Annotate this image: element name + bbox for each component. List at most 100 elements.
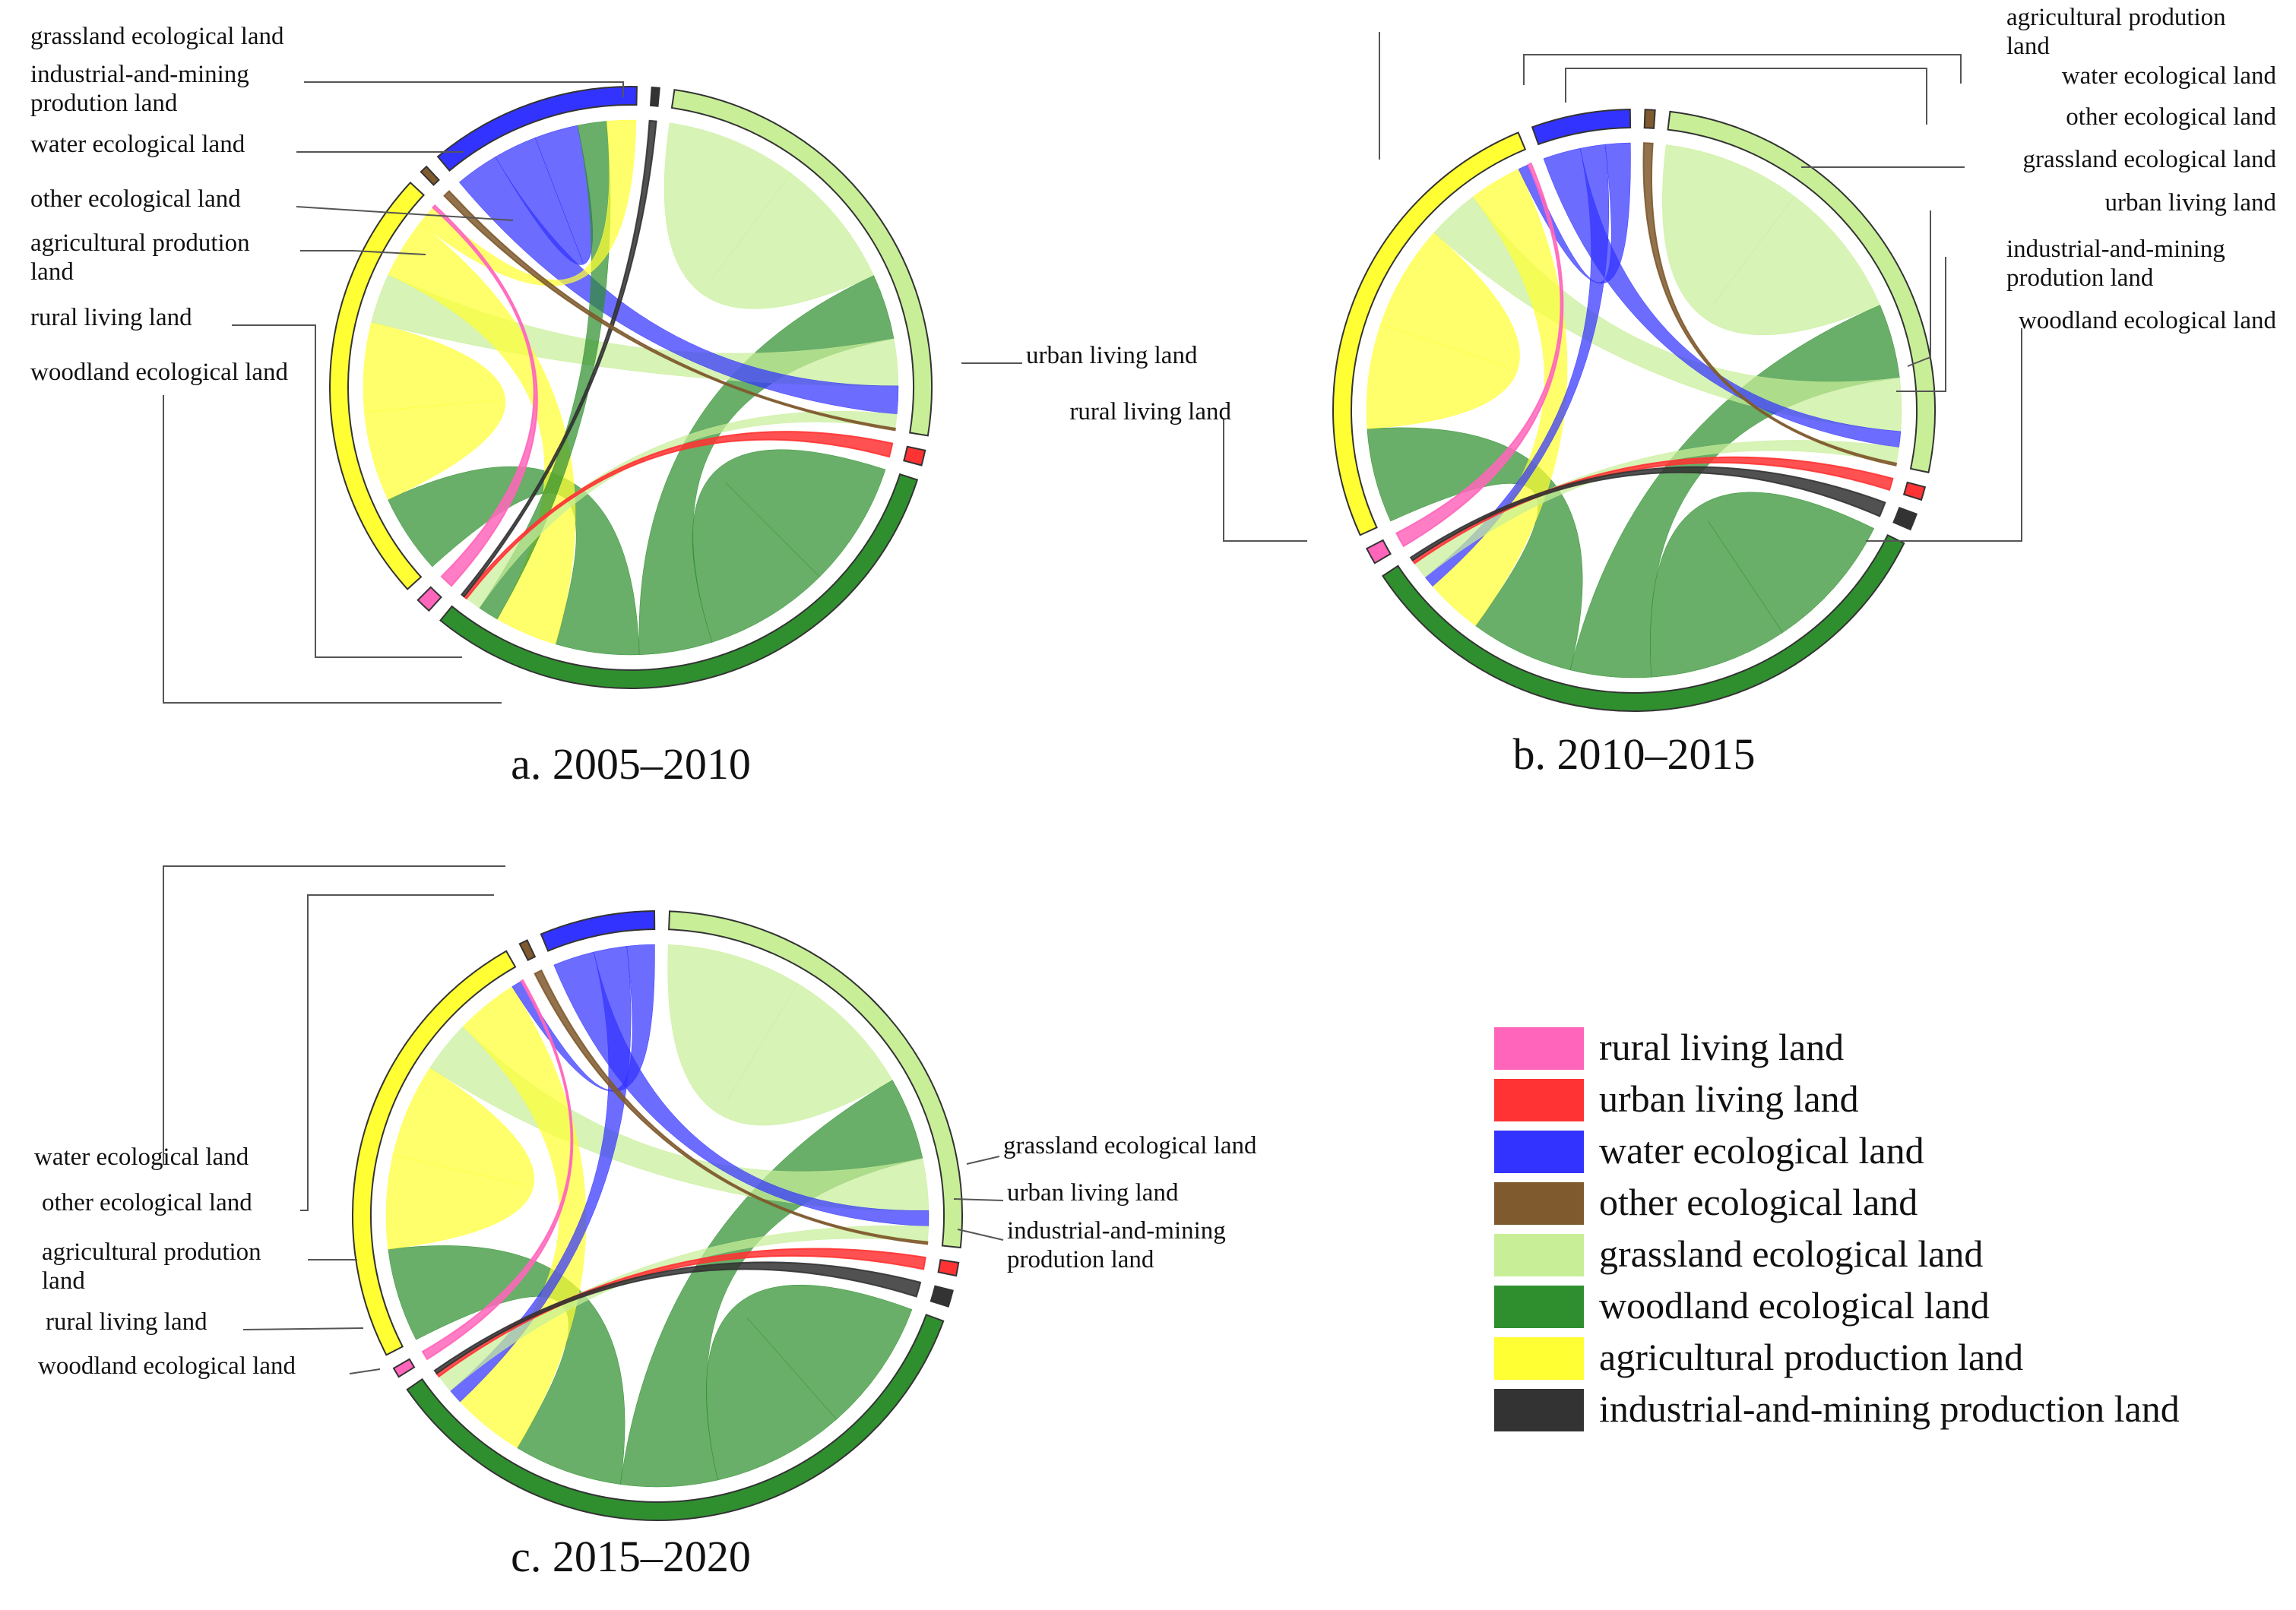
legend-swatch: [1494, 1027, 1584, 1070]
chord-other-to-grass: [1642, 142, 1898, 467]
group-arcs: [352, 910, 963, 1521]
label-rural: rural living land: [30, 304, 192, 331]
arc-grass: [1667, 110, 1936, 473]
chord-agri-to-water: [420, 119, 637, 286]
label-wood: woodland ecological land: [2019, 307, 2277, 334]
legend-item-other: other ecological land: [1494, 1181, 1918, 1225]
label-urban: urban living land: [1026, 342, 1198, 369]
label-rural: rural living land: [1069, 398, 1231, 425]
label-agri: agricultural prodution land: [2006, 4, 2226, 60]
chord-agri-to-wood: [460, 986, 587, 1448]
legend-label: other ecological land: [1599, 1181, 1918, 1223]
leader-urban: [1907, 210, 1931, 367]
arc-rural: [1365, 539, 1392, 565]
label-water: water ecological land: [34, 1143, 249, 1171]
chord-rural-to-agri: [421, 979, 574, 1361]
leader-agri: [300, 250, 426, 255]
arc-urban: [937, 1259, 960, 1277]
chord-water-to-agri: [1518, 142, 1631, 284]
chord-water-to-water: [495, 125, 593, 265]
leader-indus: [1896, 257, 1946, 392]
chord-grass-to-grass: [663, 122, 875, 309]
leader-other: [1565, 68, 1927, 125]
arc-indus: [929, 1285, 954, 1308]
legend-swatch: [1494, 1389, 1584, 1431]
label-wood: woodland ecological land: [30, 359, 289, 386]
legend-item-water: water ecological land: [1494, 1129, 1924, 1173]
chord-indus-to-wood: [1409, 466, 1886, 561]
chord-agri-to-agri: [385, 1067, 535, 1250]
label-indus: industrial-and-mining prodution land: [30, 61, 249, 117]
chord-agri-to-wood: [1432, 169, 1568, 626]
arc-water: [1531, 109, 1632, 146]
chord-grass-to-wood: [439, 1225, 929, 1391]
legend-label: rural living land: [1599, 1026, 1844, 1068]
ribbons: [385, 944, 929, 1488]
label-urban: urban living land: [1007, 1179, 1179, 1207]
chord-agri-to-agri: [363, 321, 506, 500]
chord-wood-to-wood: [692, 449, 886, 643]
arc-agri: [1332, 131, 1527, 536]
legend-swatch: [1494, 1337, 1584, 1380]
group-arcs: [1332, 109, 1936, 712]
legend-item-grass: grassland ecological land: [1494, 1232, 1983, 1276]
leader-other: [300, 894, 494, 1211]
arc-urban: [1902, 481, 1927, 501]
chord-water-to-wood: [450, 946, 632, 1403]
leader-indus: [304, 81, 624, 97]
chord-agri-to-agri: [1366, 232, 1520, 429]
arc-rural: [416, 586, 442, 612]
label-rural: rural living land: [46, 1308, 207, 1336]
chord-chart-1: industrial-and-mining prodution land grass…: [30, 23, 1198, 789]
legend-label: water ecological land: [1599, 1129, 1924, 1172]
chord-grass-to-grass: [667, 944, 893, 1126]
chord-agri-to-wood: [388, 223, 576, 645]
legend-item-agri: agricultural production land: [1494, 1336, 2023, 1380]
leader-indus: [957, 1229, 1004, 1241]
label-other: other ecological land: [30, 185, 241, 213]
chord-rural-to-agri: [1395, 162, 1564, 548]
leader-other: [296, 206, 514, 221]
callouts: grassland ecological land urban living la…: [34, 865, 1257, 1380]
chart-caption: a. 2005–2010: [511, 739, 751, 789]
arc-indus: [1892, 507, 1918, 531]
leader-water: [163, 865, 505, 1165]
label-grass: grassland ecological land: [30, 23, 284, 50]
legend-label: urban living land: [1599, 1077, 1859, 1120]
chord-charts: industrial-and-mining prodution land grass…: [30, 4, 2276, 1581]
label-indus: industrial-and-mining prodution land: [1007, 1217, 1226, 1273]
legend-item-indus: industrial-and-mining production land: [1494, 1387, 2180, 1431]
callouts: grassland ecological land urban living la…: [1069, 4, 2277, 542]
label-other: other ecological land: [42, 1189, 252, 1216]
chord-wood-to-wood: [1650, 492, 1875, 678]
leader-water: [1523, 54, 1962, 85]
legend: rural living land urban living land water …: [1494, 1026, 2180, 1431]
chart-caption: c. 2015–2020: [511, 1532, 751, 1581]
label-other: other ecological land: [2066, 103, 2276, 131]
arc-grass: [668, 910, 963, 1249]
label-agri: agricultural prodution land: [30, 229, 250, 286]
chord-urban-to-wood: [435, 1248, 926, 1378]
label-grass: grassland ecological land: [2022, 146, 2276, 173]
label-grass: grassland ecological land: [1003, 1132, 1257, 1159]
chord-urban-to-wood: [463, 431, 894, 600]
chart-caption: b. 2010–2015: [1513, 729, 1756, 779]
chord-rural-to-agri: [432, 204, 538, 587]
legend-item-urban: urban living land: [1494, 1077, 1859, 1121]
label-agri: agricultural prodution land: [42, 1238, 261, 1295]
arc-agri: [329, 181, 425, 590]
ribbons: [1366, 142, 1902, 678]
chord-indus-to-wood: [433, 1261, 922, 1375]
leader-rural: [232, 324, 462, 658]
arc-other: [420, 165, 440, 186]
label-water: water ecological land: [30, 131, 245, 158]
arc-wood: [406, 1314, 945, 1521]
chord-wood-to-grass: [638, 275, 895, 656]
legend-swatch: [1494, 1079, 1584, 1121]
leader-urban: [953, 1198, 1004, 1201]
arc-urban: [903, 445, 926, 467]
chord-urban-to-wood: [1411, 456, 1894, 565]
label-wood: woodland ecological land: [38, 1352, 296, 1380]
callouts: industrial-and-mining prodution land grass…: [30, 23, 1198, 704]
